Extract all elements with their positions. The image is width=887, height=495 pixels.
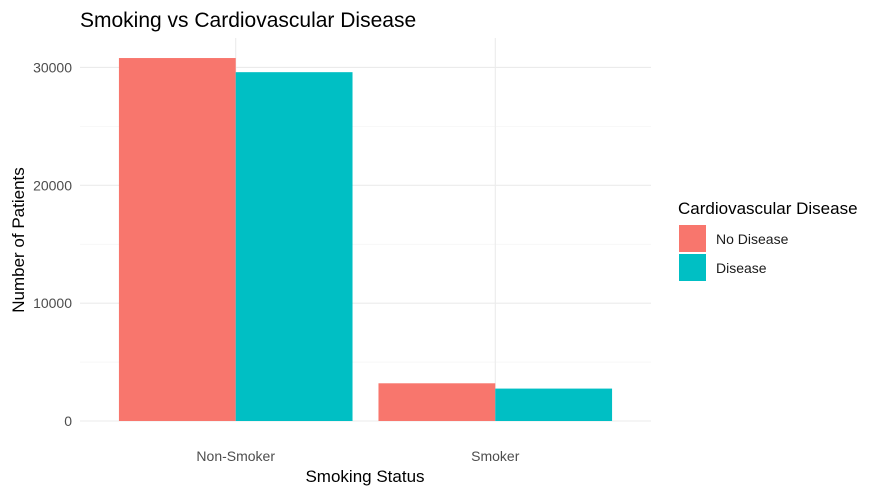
legend-swatch-no-disease [679, 225, 706, 252]
x-tick-label: Smoker [471, 448, 520, 464]
y-tick-label: 30000 [33, 59, 72, 75]
bars [118, 58, 613, 422]
x-tick-label: Non-Smoker [196, 448, 275, 464]
y-axis-ticks: 0 10000 20000 30000 [33, 59, 72, 429]
x-axis-ticks: Non-Smoker Smoker [196, 448, 519, 464]
y-tick-label: 0 [64, 413, 72, 429]
y-tick-label: 10000 [33, 295, 72, 311]
x-axis-title: Smoking Status [305, 467, 424, 486]
legend: Cardiovascular Disease No Disease Disease [678, 199, 858, 281]
y-tick-label: 20000 [33, 177, 72, 193]
legend-label-disease: Disease [716, 260, 767, 276]
y-axis-title: Number of Patients [9, 167, 28, 313]
bar-disease-smoker [495, 388, 613, 421]
legend-swatch-disease [679, 254, 706, 281]
bar-no-disease-smoker [378, 383, 496, 421]
chart-title: Smoking vs Cardiovascular Disease [80, 9, 416, 32]
legend-label-no-disease: No Disease [716, 231, 789, 247]
legend-title: Cardiovascular Disease [678, 199, 858, 218]
bar-disease-non-smoker [235, 72, 353, 421]
bar-no-disease-non-smoker [118, 58, 236, 422]
